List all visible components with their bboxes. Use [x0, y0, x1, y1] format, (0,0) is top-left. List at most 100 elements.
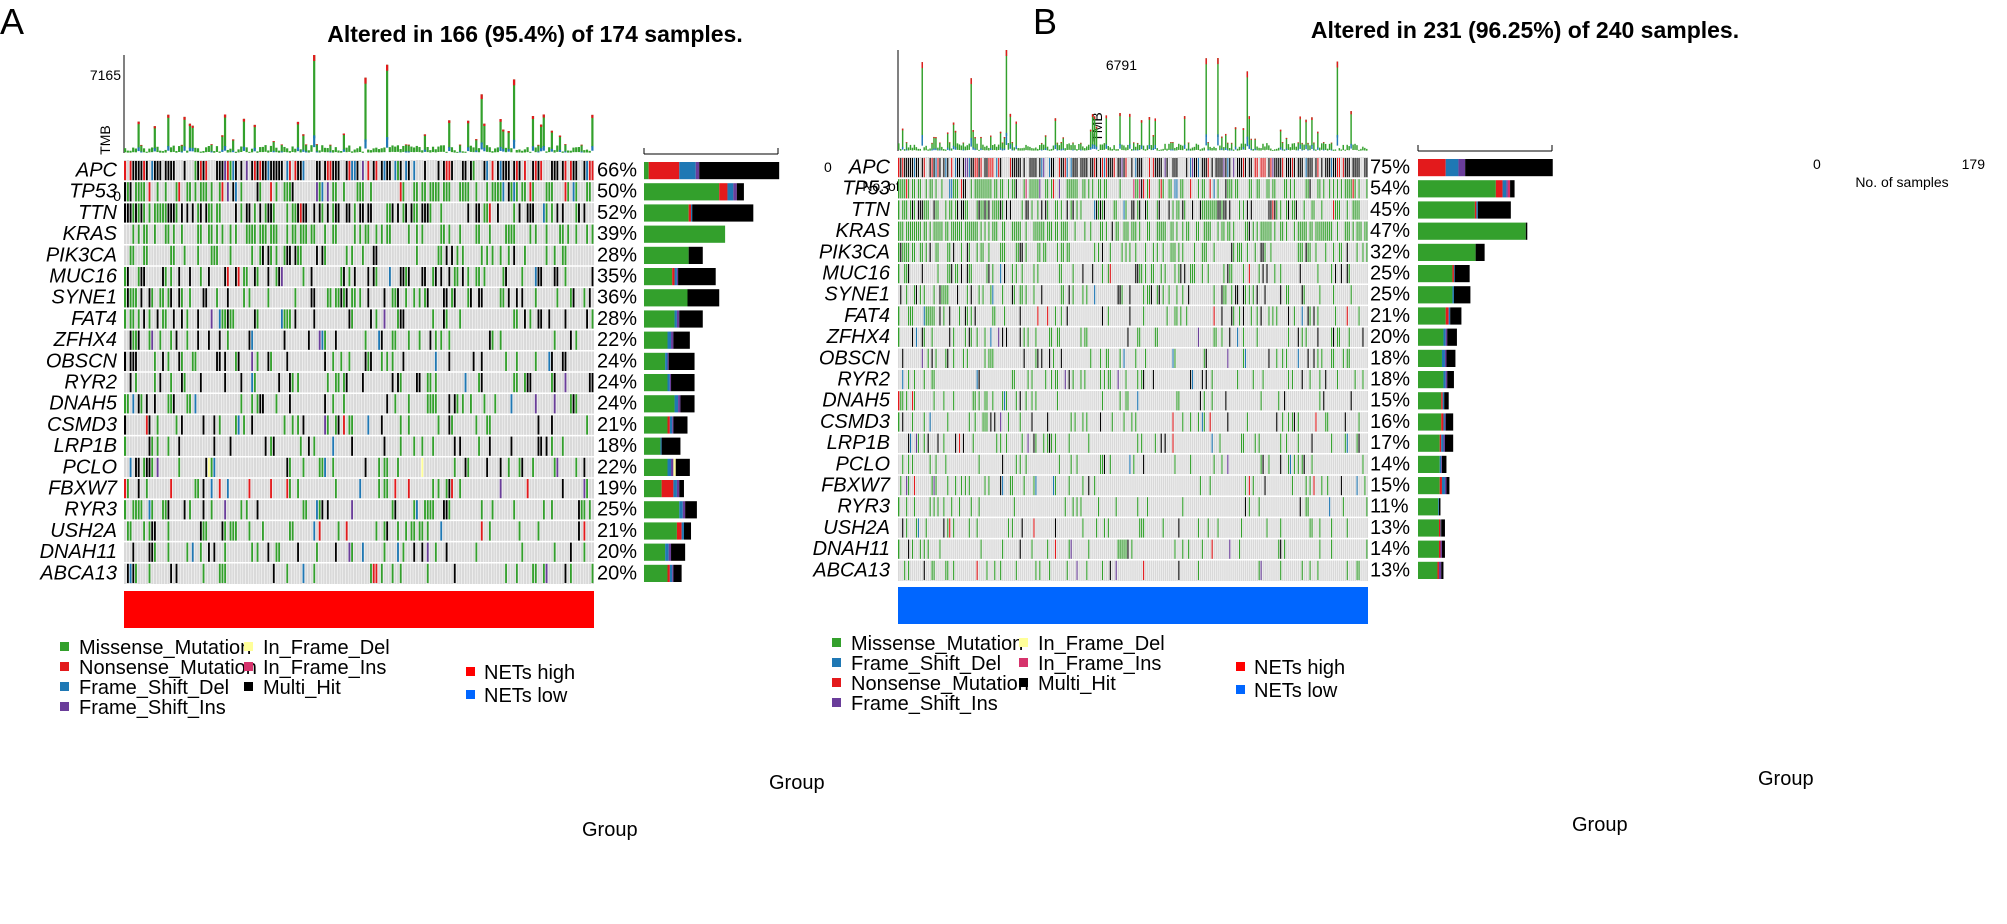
panel-b-mutation-cell [1281, 158, 1284, 178]
panel-a-mutation-cell [421, 267, 424, 287]
panel-a-mutation-cell [483, 161, 486, 181]
panel-b-mutation-cell [1123, 221, 1125, 241]
panel-b-mutation-cell [1358, 306, 1360, 326]
panel-b-mutation-cell [1348, 221, 1350, 241]
panel-a-tmb-bar-segment [188, 123, 192, 127]
panel-b-mutation-cell [1228, 264, 1231, 284]
panel-a-tmb-bar [539, 124, 543, 149]
panel-b-mutation-cell [1180, 179, 1182, 199]
panel-a-mutation-cell [161, 500, 164, 520]
panel-a-mutation-cell [288, 394, 291, 414]
panel-a-mutation-cell [583, 288, 586, 308]
panel-b-mutation-cell [1268, 454, 1270, 474]
panel-b-mutation-cell [1287, 306, 1290, 326]
panel-a-tmb-bar-segment [313, 135, 316, 148]
panel-b-mutation-cell [1162, 242, 1164, 262]
panel-b-mutation-cell [1011, 221, 1013, 241]
panel-a-tmb-bar [275, 147, 278, 153]
panel-b-mutation-cell [929, 306, 931, 326]
panel-b-mutation-cell [1142, 285, 1145, 305]
panel-b-mutation-cell [1287, 327, 1290, 347]
panel-a-mutation-cell [383, 436, 386, 456]
panel-b-mutation-cell [909, 306, 912, 326]
panel-b-mutation-cell [905, 221, 908, 241]
panel-a-tmb-bar [494, 148, 497, 153]
panel-b-tmb-bar-segment [931, 149, 933, 151]
panel-a-mutation-cell [256, 267, 259, 287]
panel-a-mutation-cell [423, 203, 426, 223]
panel-a-mutation-cell [340, 351, 343, 371]
panel-b-legend-swatch [1019, 658, 1028, 667]
panel-a-mutation-cell [140, 182, 143, 202]
panel-b-tmb-bar [1342, 144, 1344, 151]
panel-a-mutation-cell [269, 224, 272, 244]
panel-b-mutation-cell [1009, 158, 1011, 178]
panel-b-mutation-cell [1240, 242, 1243, 262]
panel-b-mutation-cell [1352, 179, 1354, 199]
panel-a-mutation-cell [458, 436, 462, 456]
panel-a-mutation-cell [396, 203, 399, 223]
panel-b-mutation-cell [986, 560, 988, 580]
panel-a-mutation-cell [256, 351, 259, 371]
panel-b-tmb-bar [1019, 148, 1021, 151]
panel-b-tmb-bar [1070, 145, 1072, 151]
panel-b-mutation-cell [1013, 497, 1015, 517]
panel-a-mutation-cell [572, 394, 575, 414]
panel-b-gene-label: TTN [851, 199, 890, 221]
panel-a-mutation-cell [126, 203, 129, 223]
panel-b-side-bar-segment [1418, 201, 1475, 219]
panel-a-tmb-bar [512, 79, 516, 142]
panel-b-mutation-cell [1322, 391, 1325, 411]
panel-a-mutation-cell [248, 288, 251, 308]
panel-a-mutation-cell [485, 203, 489, 223]
panel-a-mutation-cell [318, 203, 321, 223]
panel-a-tmb-bar [569, 150, 572, 153]
panel-b-side-bar-segment [1441, 392, 1443, 410]
panel-b-mutation-cell [1193, 158, 1196, 178]
panel-a-mutation-cell [391, 563, 394, 583]
panel-b-tmb-bar [1178, 143, 1180, 150]
panel-b-mutation-cell [1181, 221, 1184, 241]
panel-a-mutation-cell [394, 394, 397, 414]
panel-a-mutation-cell [167, 224, 170, 244]
panel-a-mutation-cell [434, 330, 437, 350]
panel-a-mutation-cell [550, 500, 553, 520]
panel-b-tmb-bar-segment [1207, 142, 1209, 143]
panel-b-side-bar-segment [1418, 371, 1444, 389]
panel-a-side-bar-segment [673, 564, 682, 582]
panel-a-mutation-cell [448, 161, 451, 181]
panel-a-mutation-cell [202, 182, 205, 202]
panel-b-mutation-cell [1093, 476, 1096, 496]
panel-b-mutation-cell [933, 285, 935, 305]
panel-a-tmb-bar [388, 147, 391, 153]
panel-b-mutation-cell [1074, 221, 1076, 241]
panel-b-mutation-cell [1228, 221, 1231, 241]
panel-b-mutation-cell [1142, 370, 1145, 390]
panel-b-mutation-cell [1119, 158, 1121, 178]
panel-b-mutation-cell [1123, 348, 1125, 368]
panel-a-mutation-cell [218, 203, 221, 223]
panel-b-mutation-cell [919, 200, 921, 220]
panel-a-mutation-cell [572, 182, 575, 202]
panel-a-mutation-cell [164, 500, 167, 520]
panel-a-mutation-cell [256, 182, 259, 202]
panel-b-mutation-cell [1048, 348, 1051, 368]
panel-a-tmb-bar [294, 148, 297, 153]
panel-b-mutation-cell [1172, 158, 1174, 178]
panel-a-mutation-cell [205, 182, 208, 202]
panel-a-mutation-cell [404, 267, 408, 287]
panel-b-percent-label: 17% [1370, 432, 1410, 454]
panel-b-side-bar-segment [1476, 201, 1478, 219]
panel-b-tmb-bar-segment [1056, 149, 1059, 151]
panel-a-tmb-bar [531, 116, 535, 148]
panel-a-mutation-cell [523, 373, 526, 393]
panel-a-mutation-cell [331, 203, 335, 223]
panel-b-mutation-cell [1138, 221, 1141, 241]
panel-a-mutation-cell [467, 288, 470, 308]
panel-b-mutation-cell [1340, 476, 1342, 496]
panel-b-mutation-cell [1101, 264, 1104, 284]
panel-b-mutation-cell [999, 560, 1002, 580]
panel-a-mutation-cell [367, 161, 370, 181]
panel-b-mutation-cell [1205, 348, 1207, 368]
panel-b-mutation-cell [1185, 306, 1188, 326]
